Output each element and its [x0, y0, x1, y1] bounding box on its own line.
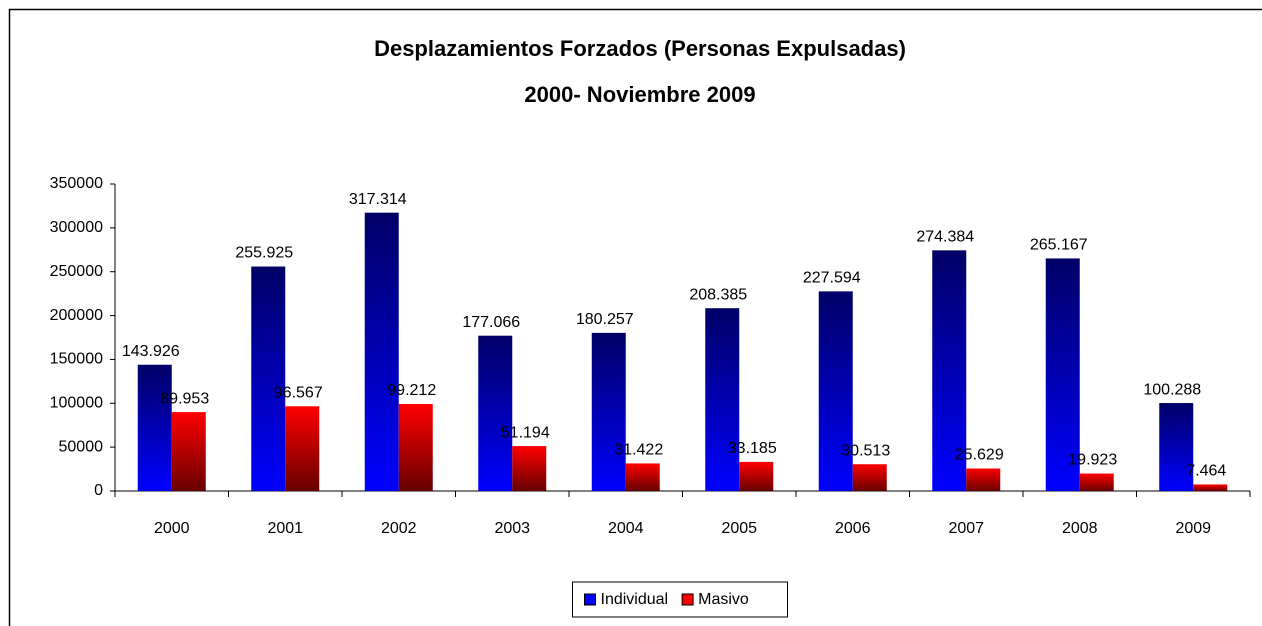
bar [1079, 473, 1114, 491]
legend-swatch [681, 593, 694, 606]
bar [705, 308, 740, 491]
data-label: 31.422 [614, 442, 663, 459]
data-label: 180.257 [576, 311, 634, 328]
bar [1193, 484, 1228, 491]
bar [818, 291, 853, 491]
legend-box [572, 581, 788, 618]
legend-swatch [584, 593, 596, 606]
bar [171, 412, 206, 491]
bar [966, 468, 1001, 491]
bar [591, 332, 626, 491]
data-label: 317.314 [349, 191, 407, 208]
bar [251, 266, 286, 491]
y-tick-label: 150000 [50, 351, 103, 368]
x-tick-label: 2005 [721, 520, 757, 537]
x-tick-label: 2008 [1062, 520, 1098, 537]
data-label: 89.953 [160, 390, 209, 407]
chart-subtitle: 2000- Noviembre 2009 [524, 82, 755, 107]
legend-label: Individual [601, 591, 669, 608]
y-tick-label: 200000 [50, 307, 103, 324]
data-label: 30.513 [841, 442, 890, 459]
legend-label: Masivo [698, 591, 749, 608]
data-label: 208.385 [689, 286, 747, 303]
data-label: 19.923 [1068, 452, 1117, 469]
bar [1159, 403, 1194, 491]
data-label: 7.464 [1186, 463, 1226, 480]
x-tick-label: 2009 [1175, 520, 1211, 537]
x-tick-label: 2001 [267, 520, 303, 537]
chart-border [8, 8, 1262, 626]
y-tick-label: 0 [94, 482, 103, 499]
bar [512, 446, 547, 491]
data-label: 177.066 [462, 314, 520, 331]
chart-title: Desplazamientos Forzados (Personas Expul… [374, 36, 906, 61]
data-label: 96.567 [274, 385, 323, 402]
data-label: 100.288 [1143, 381, 1201, 398]
bar [625, 463, 660, 491]
x-tick-label: 2006 [835, 520, 871, 537]
bar [739, 461, 774, 491]
bar [852, 464, 887, 491]
bar [285, 406, 320, 491]
y-tick-label: 100000 [50, 395, 103, 412]
data-label: 255.925 [235, 245, 293, 262]
data-label: 33.185 [728, 440, 777, 457]
bar [932, 250, 967, 491]
x-tick-label: 2003 [494, 520, 530, 537]
data-label: 51.194 [501, 424, 550, 441]
y-tick-label: 300000 [50, 219, 103, 236]
data-label: 274.384 [916, 229, 974, 246]
y-tick-label: 250000 [50, 263, 103, 280]
bar [478, 335, 513, 491]
bar [137, 364, 172, 491]
bar [364, 212, 399, 491]
data-label: 25.629 [955, 447, 1004, 464]
bar [398, 403, 433, 491]
data-label: 143.926 [122, 343, 180, 360]
data-label: 227.594 [803, 270, 861, 287]
y-tick-label: 350000 [50, 175, 103, 192]
x-tick-label: 2004 [608, 520, 644, 537]
data-label: 265.167 [1030, 237, 1088, 254]
x-tick-label: 2007 [948, 520, 984, 537]
x-tick-label: 2000 [154, 520, 190, 537]
y-tick-label: 50000 [59, 438, 104, 455]
x-tick-label: 2002 [381, 520, 417, 537]
data-label: 99.212 [387, 382, 436, 399]
bar [1045, 258, 1080, 491]
